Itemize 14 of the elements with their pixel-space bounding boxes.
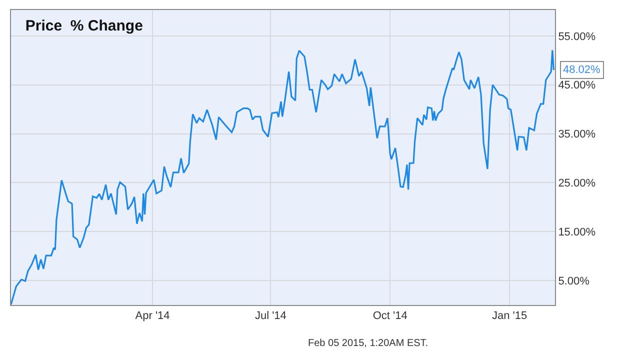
line-series [11, 49, 554, 305]
x-tick-label: Jan '15 [492, 310, 528, 322]
x-tick-label: Oct '14 [372, 310, 408, 322]
text: Price % Change [25, 18, 143, 35]
y-tick-label: 15.00% [558, 226, 596, 238]
x-tick-label: Apr '14 [135, 310, 170, 322]
y-tick-label: 45.00% [558, 80, 596, 92]
y-tick-label: 25.00% [558, 178, 596, 190]
y-tick-label: 55.00% [558, 30, 596, 43]
y-tick-label: 5.00% [558, 275, 590, 288]
y-tick-label: 35.00% [558, 128, 596, 141]
annotation: 48.02% [563, 64, 601, 76]
text: Feb 05 2015, 1:20AM EST. [308, 338, 428, 349]
x-tick-label: Jul '14 [254, 310, 286, 322]
